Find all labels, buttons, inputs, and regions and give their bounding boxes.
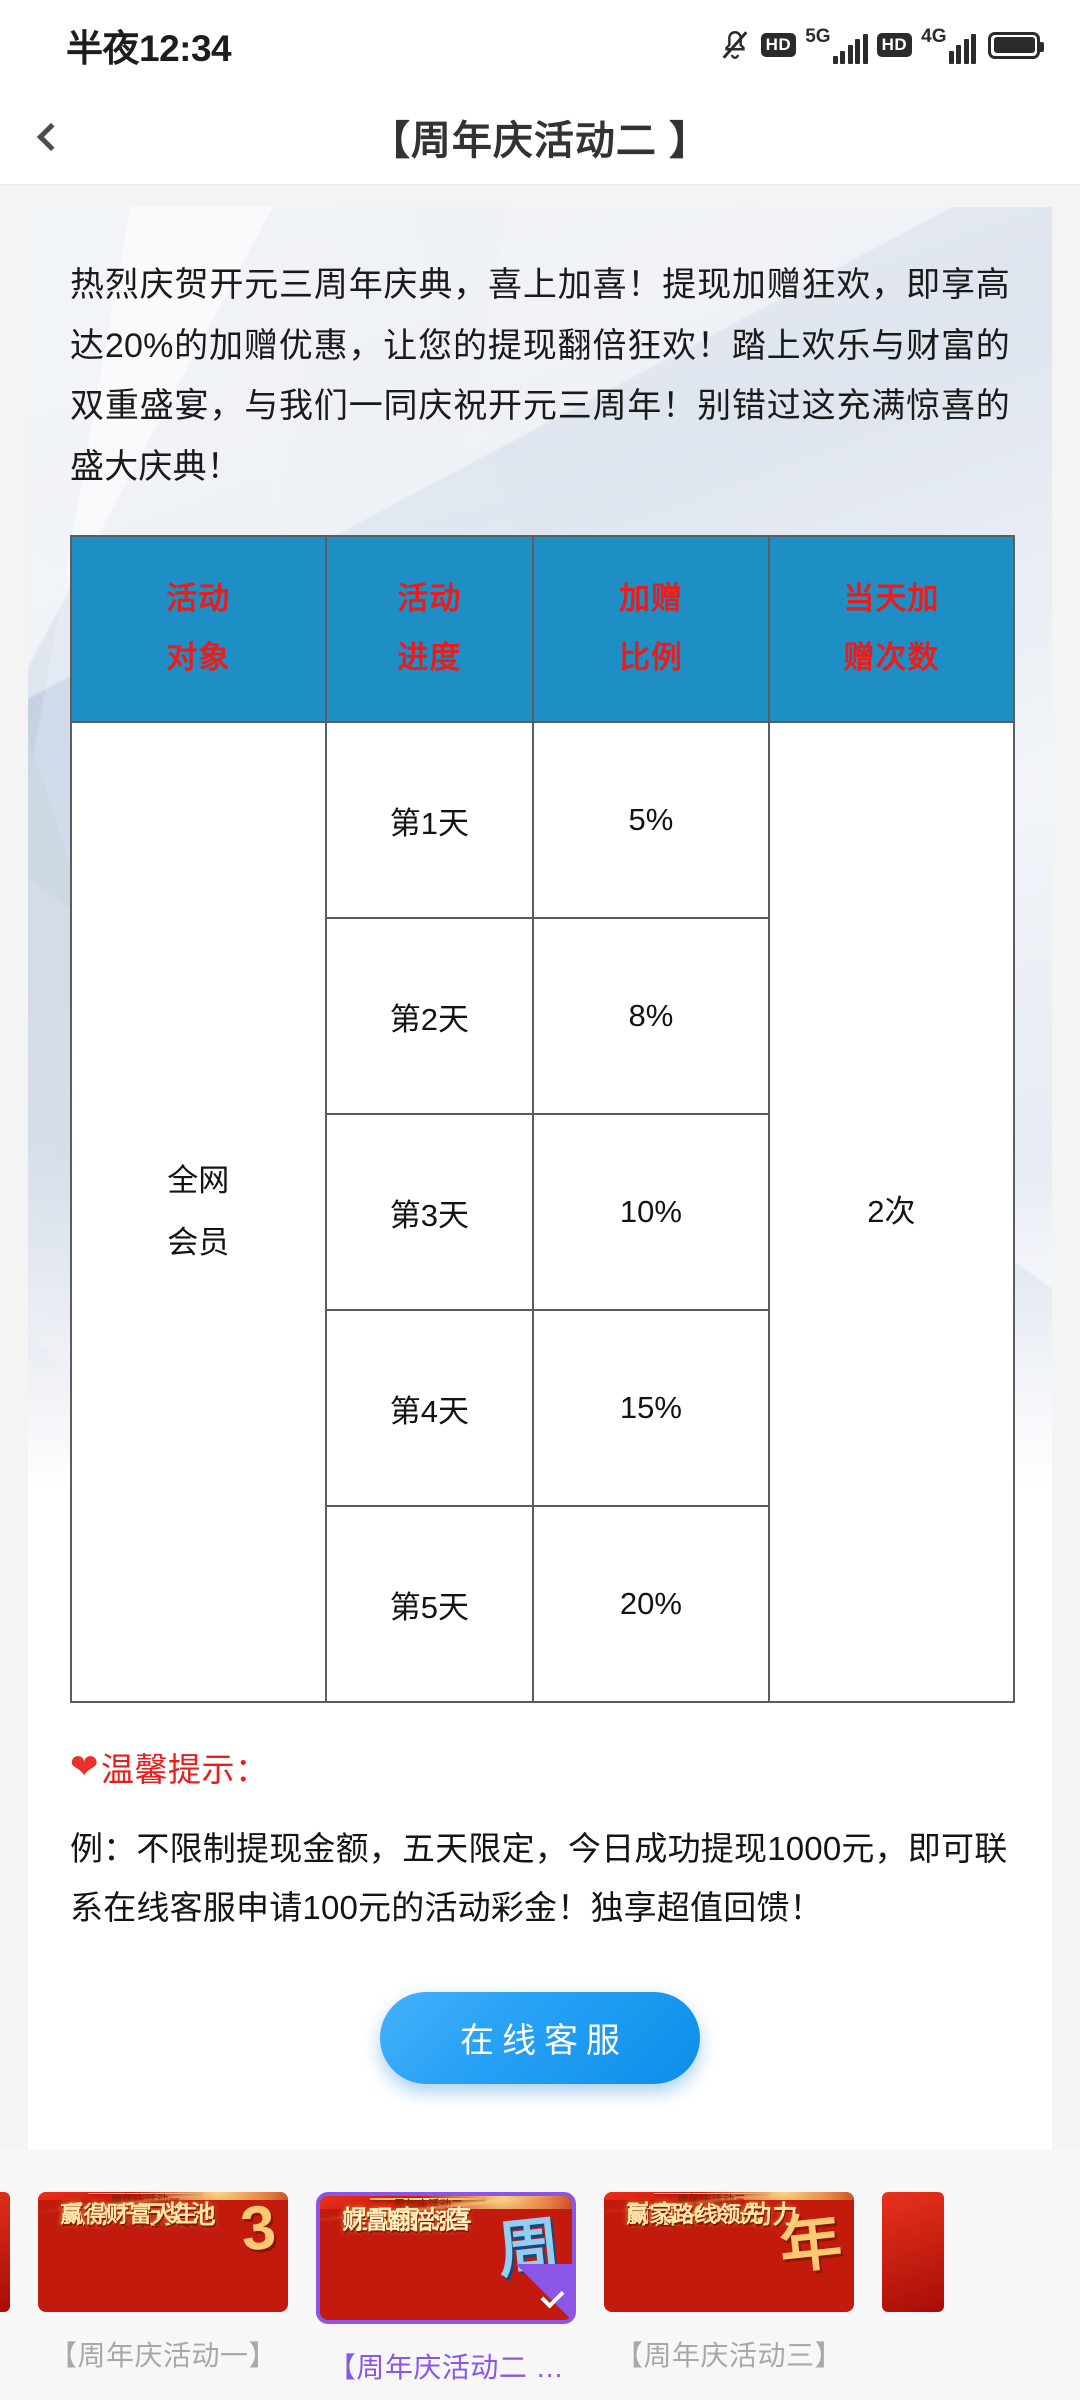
cell-day: 第2天 [324, 917, 535, 1116]
banner-art-2: 周年庆活动二 提现喜上喜 财富翻倍涨 周 [320, 2196, 572, 2286]
status-icons: HD 5G HD 4G [718, 25, 1044, 64]
table-header-row: 活动 对象 活动 进度 加赠 比例 当天加 赠次 [70, 535, 1016, 724]
mute-icon [718, 28, 752, 62]
cell-rate: 10% [532, 1113, 770, 1312]
back-button[interactable] [0, 90, 96, 185]
banner-art-1: 周年庆活动一 瓜分千万奖池 赢得财富人生 3 [38, 2192, 288, 2264]
page-title: 【周年庆活动二 】 [369, 119, 711, 163]
hd-badge-2: HD [876, 33, 913, 57]
carousel-item-activity-2[interactable]: 周年庆活动二 提现喜上喜 财富翻倍涨 周 【周年庆活动二 … [316, 2192, 576, 2386]
thumbnail-image-partial [0, 2192, 10, 2312]
status-bar: 半夜12:34 HD 5G HD 4G [0, 0, 1080, 90]
content-scroll-area[interactable]: 热烈庆贺开元三周年庆典，喜上加喜！提现加赠狂欢，即享高达20%的加赠优惠，让您的… [0, 185, 1080, 2182]
thumbnail-image-partial-right [882, 2192, 944, 2312]
tip-title-row: ❤ 温馨提示： [70, 1743, 1010, 1791]
4g-signal-icon: 4G [921, 27, 976, 64]
intro-paragraph: 热烈庆贺开元三周年庆典，喜上加喜！提现加赠狂欢，即享高达20%的加赠优惠，让您的… [70, 266, 1010, 486]
banner-glyph: 3 [237, 2192, 280, 2265]
header-line-1: 当天加 [843, 581, 940, 617]
cell-day: 第1天 [324, 721, 535, 920]
column-header-rate: 加赠 比例 [532, 535, 770, 724]
cell-day: 第5天 [324, 1505, 535, 1704]
ribbon-shape [370, 2197, 487, 2201]
column-header-daily-times: 当天加 赠次数 [767, 535, 1016, 724]
5g-signal-icon: 5G [805, 25, 868, 64]
cell-rate: 15% [532, 1309, 770, 1508]
activity-carousel[interactable]: … 周年庆活动一 瓜分千万奖池 赢得财富人生 3 【周年庆活动一】 周年庆活动二… [0, 2150, 1080, 2400]
header-line-1: 活动 [166, 581, 231, 617]
cell-activity-object: 全网 会员 [70, 721, 327, 1704]
carousel-item-activity-3[interactable]: 周年庆活动三 财富200%助力 赢家路线领先 年 【周年庆活动三】 [604, 2192, 854, 2374]
cell-rate: 5% [532, 721, 770, 920]
table-row: 第3天 10% [71, 1113, 1014, 1312]
carousel-item-activity-1[interactable]: 周年庆活动一 瓜分千万奖池 赢得财富人生 3 【周年庆活动一】 [38, 2192, 288, 2374]
carousel-item-partial-left[interactable]: … [0, 2192, 10, 2366]
signal-bars-4g [948, 33, 976, 64]
cta-container: 在线客服 [70, 1991, 1010, 2084]
cell-day: 第3天 [324, 1113, 535, 1312]
promo-card: 热烈庆贺开元三周年庆典，喜上加喜！提现加赠狂欢，即享高达20%的加赠优惠，让您的… [28, 207, 1052, 2182]
table-row: 第2天 8% [71, 917, 1014, 1116]
column-header-object: 活动 对象 [70, 535, 327, 724]
banner-line-1: 提现喜上喜 [342, 2206, 473, 2235]
banner-line-1: 瓜分千万奖池 [60, 2200, 217, 2229]
table-row: 第5天 20% [71, 1505, 1014, 1704]
signal-bars-5g [832, 33, 868, 64]
header-line-2: 进度 [397, 640, 462, 676]
ribbon-label: 周年庆活动二 [393, 2198, 463, 2211]
chevron-left-icon [36, 122, 66, 152]
battery-icon [988, 31, 1044, 59]
carousel-item-partial-right[interactable] [882, 2192, 944, 2312]
network-label-4g: 4G [921, 25, 947, 47]
cell-rate: 20% [532, 1505, 770, 1704]
carousel-label-2: 【周年庆活动二 … [327, 2352, 565, 2383]
banner-line-2: 赢得财富人生 [60, 2201, 199, 2227]
thumbnail-frame-1: 周年庆活动一 瓜分千万奖池 赢得财富人生 3 [38, 2192, 288, 2312]
ribbon-shape [654, 2192, 769, 2195]
network-label-5g: 5G [805, 25, 831, 47]
nav-bar: 【周年庆活动二 】 [0, 90, 1080, 185]
banner-line-1: 财富200%助力 [626, 2200, 799, 2229]
header-line-2: 赠次数 [843, 640, 940, 676]
tip-title-text: 温馨提示： [101, 1751, 269, 1789]
cell-day: 第4天 [324, 1309, 535, 1508]
tip-body-text: 例：不限制提现金额，五天限定，今日成功提现1000元，即可联系在线客服申请100… [70, 1830, 1008, 1927]
banner-glyph: 年 [776, 2206, 846, 2282]
banner-art-3: 周年庆活动三 财富200%助力 赢家路线领先 年 [604, 2192, 854, 2282]
banner-line-2: 赢家路线领先 [626, 2201, 765, 2227]
online-service-button[interactable]: 在线客服 [380, 1991, 700, 2084]
header-line-2: 对象 [166, 640, 231, 676]
header-line-2: 比例 [618, 640, 683, 676]
hd-badge-1: HD [760, 33, 797, 57]
promo-table: 活动 对象 活动 进度 加赠 比例 当天加 赠次 [70, 535, 1016, 1704]
status-time: 半夜12:34 [66, 28, 232, 69]
object-line-1: 全网 [167, 1163, 230, 1199]
thumbnail-frame-2: 周年庆活动二 提现喜上喜 财富翻倍涨 周 [316, 2192, 576, 2324]
banner-line-2: 财富翻倍涨 [342, 2208, 458, 2234]
table-row: 第4天 15% [71, 1309, 1014, 1508]
ribbon-shape [88, 2192, 203, 2195]
object-line-2: 会员 [167, 1225, 230, 1261]
thumbnail-frame-3: 周年庆活动三 财富200%助力 赢家路线领先 年 [604, 2192, 854, 2312]
carousel-label-3: 【周年庆活动三】 [614, 2340, 843, 2371]
header-line-1: 加赠 [618, 581, 683, 617]
cell-rate: 8% [532, 917, 770, 1116]
column-header-progress: 活动 进度 [324, 535, 535, 724]
carousel-label-partial: … [0, 2334, 10, 2366]
heart-icon: ❤ [70, 1748, 99, 1787]
cell-daily-times: 2次 [767, 721, 1016, 1704]
carousel-label-1: 【周年庆活动一】 [48, 2340, 277, 2371]
table-row: 全网 会员 第1天 5% 2次 [70, 721, 1016, 1704]
check-icon [516, 2264, 572, 2320]
header-line-1: 活动 [397, 581, 462, 617]
